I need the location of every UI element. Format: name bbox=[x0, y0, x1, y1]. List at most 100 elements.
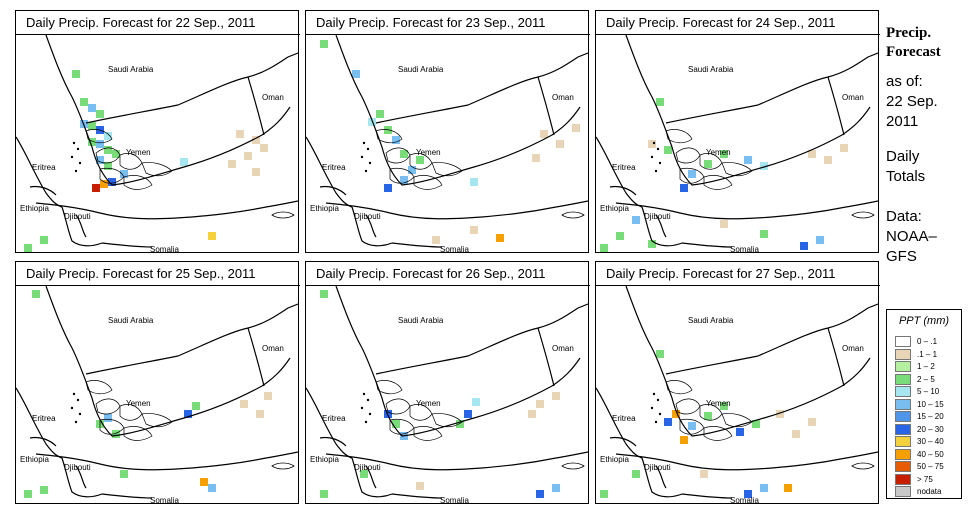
precip-cell bbox=[648, 240, 656, 248]
precip-cell bbox=[72, 70, 80, 78]
boundary-line bbox=[61, 206, 103, 247]
map-area: Saudi Arabia Oman Yemen Eritrea Ethiopia Djib… bbox=[306, 286, 588, 503]
boundary-line bbox=[351, 206, 393, 247]
precip-cell bbox=[192, 402, 200, 410]
precip-cell bbox=[320, 490, 328, 498]
boundary-line bbox=[625, 286, 871, 437]
as-of-label: as of: bbox=[886, 73, 923, 90]
precip-cell bbox=[240, 400, 248, 408]
precip-cell bbox=[408, 166, 416, 174]
governorate-outline bbox=[721, 413, 753, 428]
map-area: Saudi Arabia Oman Yemen Eritrea Ethiopia Djib… bbox=[596, 286, 878, 503]
precip-cell bbox=[648, 140, 656, 148]
boundary-line bbox=[16, 136, 63, 208]
island-mark bbox=[654, 169, 658, 173]
precip-cell bbox=[360, 470, 368, 478]
country-label-djibouti: Djibouti bbox=[64, 212, 91, 221]
governorate-outline bbox=[703, 426, 733, 441]
legend-swatch bbox=[895, 448, 911, 460]
precip-cell bbox=[456, 420, 464, 428]
boundary-line bbox=[75, 465, 87, 489]
legend-label: .1 – 1 bbox=[917, 349, 938, 359]
country-label-ethiopia: Ethiopia bbox=[310, 455, 339, 464]
precip-cell bbox=[784, 484, 792, 492]
boundary-line bbox=[351, 457, 393, 498]
legend-label: 0 – .1 bbox=[917, 337, 938, 346]
precip-cell bbox=[720, 220, 728, 228]
country-label-djibouti: Djibouti bbox=[644, 212, 671, 221]
boundary-line bbox=[641, 206, 683, 247]
legend-swatch bbox=[895, 373, 911, 385]
boundary-line bbox=[375, 327, 539, 375]
precip-cell bbox=[228, 160, 236, 168]
precip-cell bbox=[104, 132, 112, 140]
yemen-map: Saudi Arabia Oman Yemen Eritrea Ethiopia Djib… bbox=[306, 286, 588, 503]
precip-cell bbox=[368, 118, 376, 126]
precip-cell bbox=[320, 290, 328, 298]
country-label-eritrea: Eritrea bbox=[32, 163, 56, 172]
legend-swatch bbox=[895, 348, 911, 360]
governorate-outline bbox=[703, 175, 733, 190]
island-mark bbox=[72, 392, 76, 396]
boundary-line bbox=[615, 200, 878, 220]
legend-swatch bbox=[895, 361, 911, 372]
precip-cell bbox=[680, 184, 688, 192]
precip-cell bbox=[664, 418, 672, 426]
boundary-line bbox=[681, 242, 733, 248]
boundary-line bbox=[596, 136, 643, 208]
precip-cell bbox=[824, 156, 832, 164]
boundary-line bbox=[335, 286, 581, 437]
forecast-panel-2: Daily Precip. Forecast for 24 Sep., 2011… bbox=[595, 10, 880, 253]
boundary-line bbox=[375, 76, 539, 124]
side-title-line2: Forecast bbox=[886, 44, 941, 60]
country-label-djibouti: Djibouti bbox=[354, 212, 381, 221]
legend-swatch bbox=[895, 423, 911, 435]
precip-cell bbox=[40, 486, 48, 494]
island-mark bbox=[70, 406, 74, 410]
governorate-outline bbox=[431, 162, 463, 177]
boundary-line bbox=[391, 242, 443, 248]
legend-swatch bbox=[895, 336, 911, 347]
island-mark bbox=[364, 420, 368, 424]
country-label-saudi: Saudi Arabia bbox=[688, 316, 734, 325]
island-mark bbox=[650, 406, 654, 410]
yemen-map: Saudi Arabia Oman Yemen Eritrea Ethiopia Djib… bbox=[16, 35, 298, 252]
panel-title: Daily Precip. Forecast for 26 Sep., 2011 bbox=[306, 262, 590, 286]
governorate-outline bbox=[665, 129, 693, 144]
country-label-ethiopia: Ethiopia bbox=[20, 455, 49, 464]
country-label-oman: Oman bbox=[842, 93, 864, 102]
boundary-line bbox=[247, 327, 265, 387]
island-mark bbox=[78, 161, 82, 165]
country-label-djibouti: Djibouti bbox=[354, 463, 381, 472]
country-label-ethiopia: Ethiopia bbox=[310, 204, 339, 213]
country-label-ethiopia: Ethiopia bbox=[20, 204, 49, 213]
precip-cell bbox=[352, 70, 360, 78]
island-mark bbox=[368, 161, 372, 165]
governorate-outline bbox=[123, 426, 153, 441]
precip-cell bbox=[256, 410, 264, 418]
precip-cell bbox=[208, 232, 216, 240]
boundary-line bbox=[45, 35, 291, 186]
precip-cell bbox=[720, 402, 728, 410]
country-label-djibouti: Djibouti bbox=[64, 463, 91, 472]
precip-cell bbox=[470, 226, 478, 234]
island-mark bbox=[650, 155, 654, 159]
precip-cell bbox=[632, 470, 640, 478]
island-mark bbox=[652, 141, 656, 145]
socotra-outline bbox=[561, 211, 585, 219]
country-label-eritrea: Eritrea bbox=[322, 414, 346, 423]
legend-label: 5 – 10 bbox=[917, 387, 940, 396]
boundary-line bbox=[609, 185, 637, 196]
precip-cell bbox=[32, 290, 40, 298]
legend-label: 30 – 40 bbox=[917, 437, 944, 446]
boundary-line bbox=[655, 465, 667, 489]
precip-cell bbox=[552, 392, 560, 400]
legend-swatch bbox=[895, 461, 911, 472]
totals-label: Totals bbox=[886, 168, 926, 185]
precip-legend: PPT (mm) 0 – .1 .1 – 1 1 – 2 2 – 5 5 – 10 10 … bbox=[886, 309, 962, 499]
country-label-saudi: Saudi Arabia bbox=[398, 316, 444, 325]
precip-cell bbox=[680, 436, 688, 444]
country-label-yemen: Yemen bbox=[126, 148, 151, 157]
boundary-line bbox=[29, 436, 57, 447]
precip-cell bbox=[180, 158, 188, 166]
